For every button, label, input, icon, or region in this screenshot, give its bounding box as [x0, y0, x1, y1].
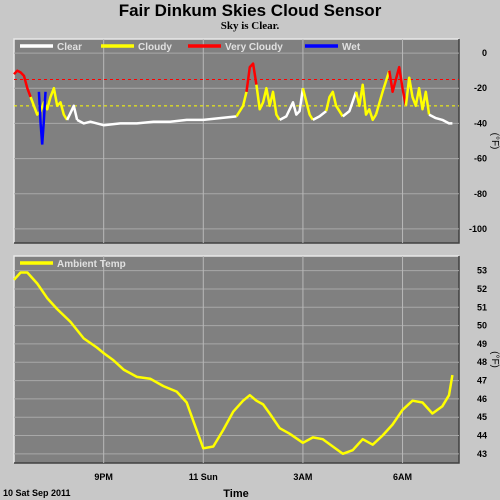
- x-tick-label: 9PM: [94, 472, 113, 482]
- series-line-clear: [76, 115, 237, 127]
- chart-subtitle: Sky is Clear.: [220, 20, 280, 32]
- y-tick-label: 44: [477, 431, 487, 441]
- series-line-very-cloudy: [245, 62, 258, 92]
- legend-label: Clear: [57, 42, 82, 53]
- plot-bevel-light: [13, 38, 459, 243]
- series-line-clear: [342, 91, 358, 118]
- y-tick-label: 50: [477, 321, 487, 331]
- y-tick-label: -20: [474, 83, 487, 93]
- ambient-temp-panel: 53 52 51 50 49 48 47 46 45 44 43 (°F) Ambient Temp: [13, 255, 500, 464]
- legend-label: Ambient Temp: [57, 259, 126, 270]
- y-tick-label: -40: [474, 118, 487, 128]
- plot-bevel-dark: [14, 39, 460, 244]
- series-line-wet: [37, 91, 47, 145]
- series-line-cloudy: [404, 76, 431, 115]
- series-line-clear: [428, 113, 453, 125]
- y-tick-label: 43: [477, 449, 487, 459]
- date-label: 10 Sat Sep 2011: [3, 488, 71, 498]
- plot-background: [14, 39, 459, 243]
- series-line-very-cloudy: [13, 69, 32, 98]
- series-line-cloudy: [354, 83, 378, 122]
- x-axis-label: Time: [223, 488, 248, 500]
- y-axis-label: (°F): [489, 133, 500, 150]
- plot-background: [14, 256, 459, 463]
- x-tick-label: 3AM: [293, 472, 312, 482]
- y-tick-label: 45: [477, 412, 487, 422]
- y-tick-label: 0: [482, 48, 487, 58]
- chart-title: Fair Dinkum Skies Cloud Sensor: [118, 1, 382, 20]
- y-tick-label: 49: [477, 339, 487, 349]
- legend-label: Very Cloudy: [225, 42, 283, 53]
- plot-bevel-light: [13, 255, 459, 463]
- series-line-cloudy: [235, 91, 248, 118]
- y-tick-label: 48: [477, 357, 487, 367]
- series-line-very-cloudy: [388, 65, 408, 107]
- series-line-cloudy: [324, 90, 344, 118]
- y-axis-label: (°F): [489, 351, 500, 368]
- series-line-ambient: [13, 271, 454, 456]
- y-tick-label: -60: [474, 154, 487, 164]
- y-tick-label: 53: [477, 266, 487, 276]
- x-tick-label: 11 Sun: [189, 472, 218, 482]
- sky-temp-panel: 0 -20 -40 -60 -80 -100 (°F) Clear Cloudy Very Clo…: [13, 38, 500, 244]
- y-tick-label: 52: [477, 284, 487, 294]
- y-tick-label: -80: [474, 189, 487, 199]
- y-tick-label: 46: [477, 394, 487, 404]
- y-tick-label: 47: [477, 376, 487, 386]
- series-line-cloudy: [374, 70, 391, 115]
- series-line-clear: [279, 88, 305, 122]
- y-tick-label: 51: [477, 302, 487, 312]
- x-tick-label: 6AM: [393, 472, 412, 482]
- series-line-cloudy: [29, 86, 69, 121]
- plot-bevel-dark: [14, 256, 460, 464]
- y-tick-label: -100: [469, 224, 487, 234]
- series-line-cloudy: [301, 87, 314, 121]
- series-line-clear: [312, 110, 327, 122]
- series-line-cloudy: [255, 84, 281, 121]
- legend-label: Wet: [342, 42, 361, 53]
- legend-label: Cloudy: [138, 42, 172, 53]
- series-line-clear: [65, 104, 79, 121]
